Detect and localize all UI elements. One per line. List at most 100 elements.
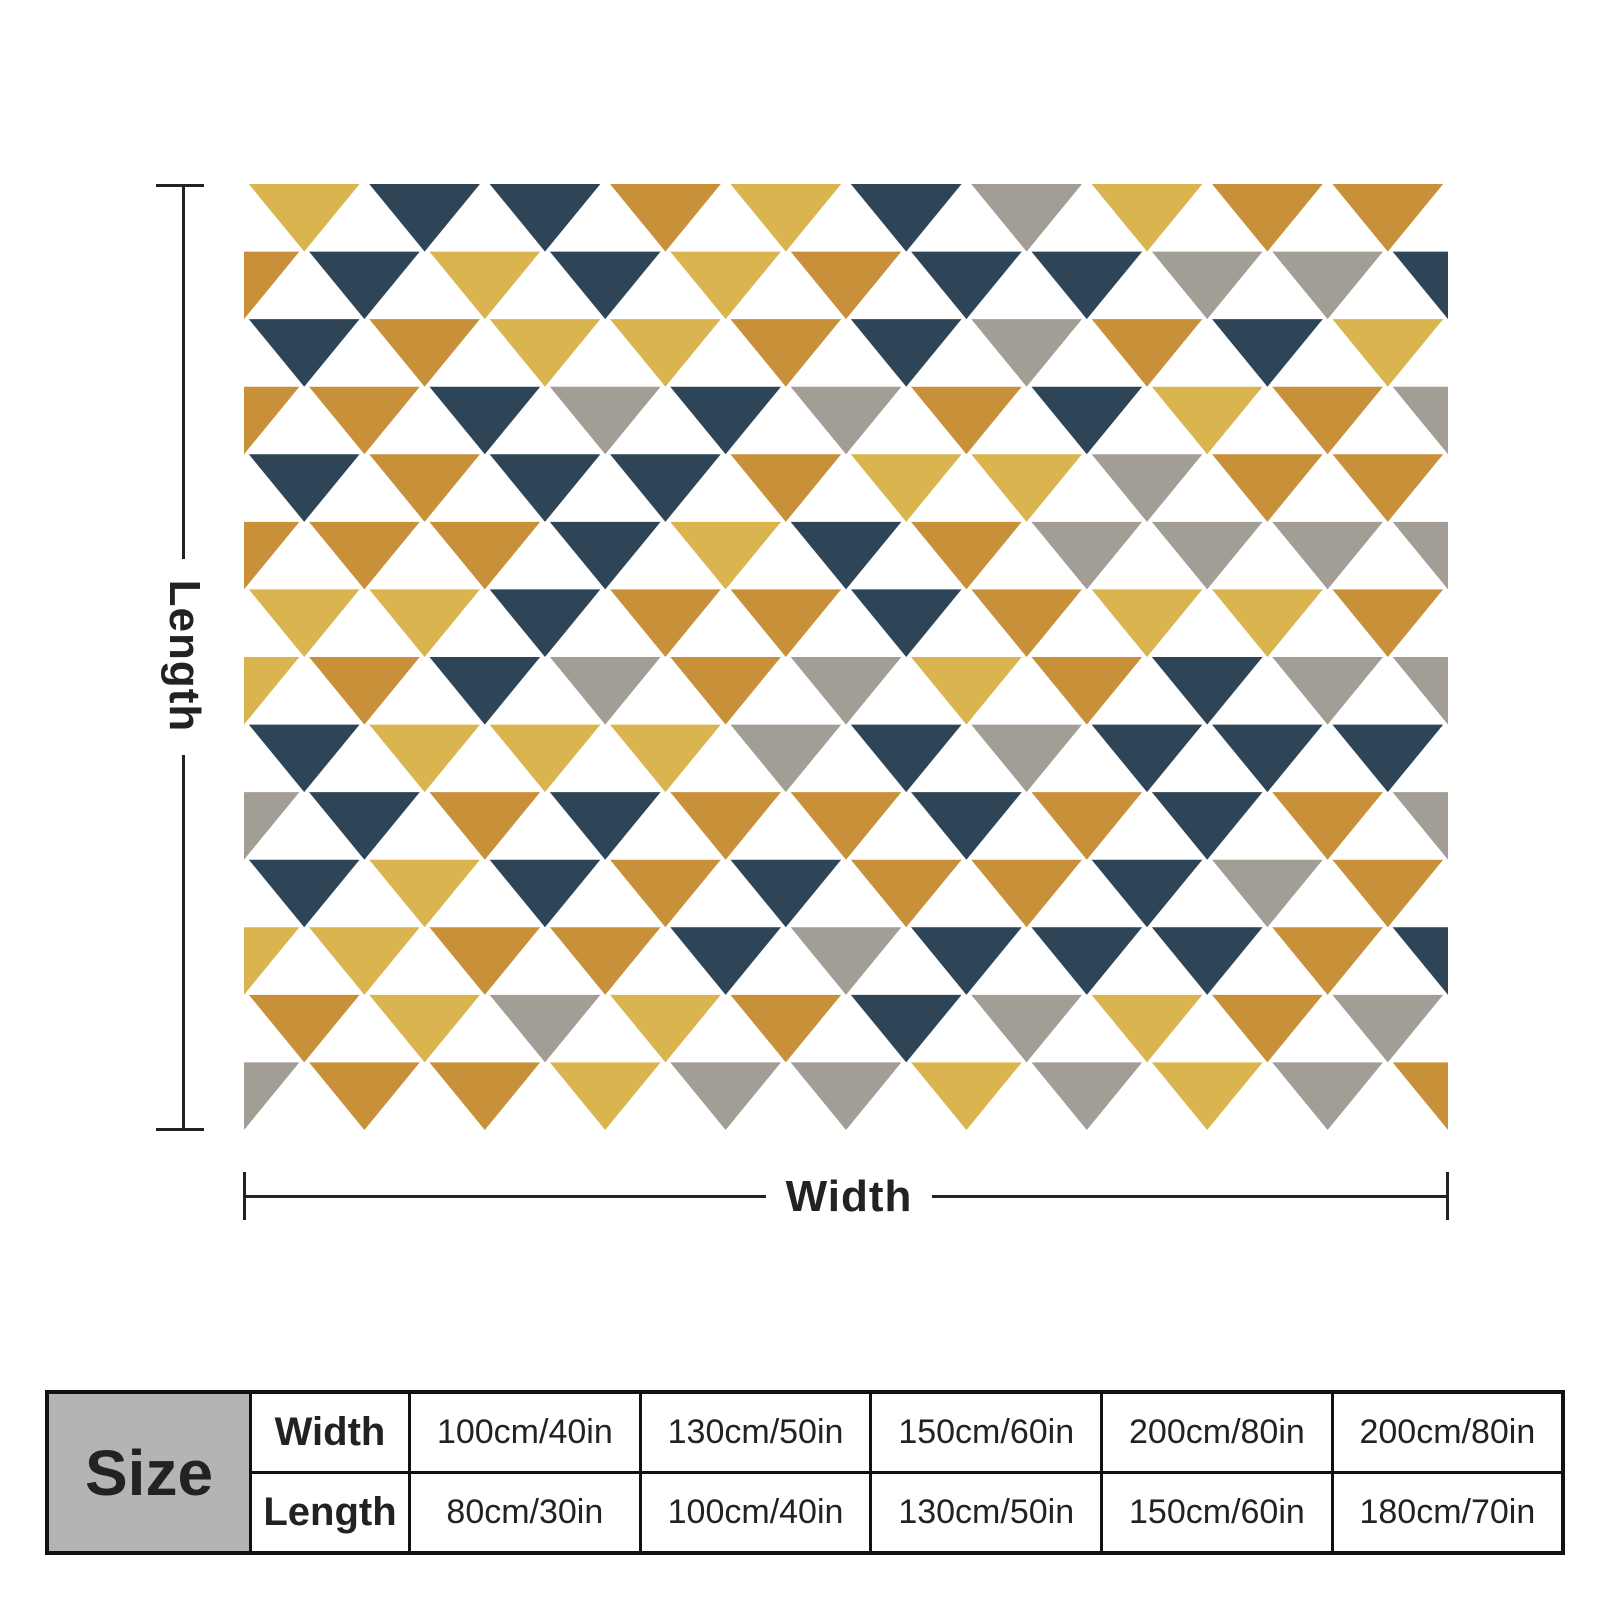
pattern-triangle (1272, 792, 1383, 860)
pattern-triangle (850, 859, 962, 928)
length-label: Length (160, 579, 209, 733)
pattern-triangle (911, 386, 1022, 455)
pattern-triangle (850, 589, 962, 657)
pattern-triangle (1332, 589, 1444, 657)
pattern-triangle (248, 589, 360, 657)
pattern-triangle (1212, 589, 1323, 657)
table-row-width: Size Width 100cm/40in 130cm/50in 150cm/6… (45, 1390, 1565, 1555)
pattern-triangle (730, 994, 842, 1063)
pattern-triangle (1091, 184, 1203, 252)
pattern-triangle (850, 319, 962, 387)
pattern-triangle (248, 724, 360, 793)
pattern-triangle (1031, 521, 1143, 590)
pattern-triangle (610, 859, 721, 928)
width-line-right (932, 1195, 1448, 1198)
pattern-triangle (850, 994, 962, 1063)
pattern-triangle (1272, 927, 1383, 995)
blanket-pattern-image (244, 184, 1448, 1130)
length-bottom-cap (156, 1128, 204, 1131)
table-cell: 100cm/40in (638, 1471, 873, 1555)
pattern-triangle (1151, 1062, 1263, 1130)
table-row-length: Length 80cm/30in 100cm/40in 130cm/50in 1… (47, 1471, 1565, 1555)
pattern-triangle (790, 927, 902, 995)
pattern-triangle (1151, 927, 1263, 995)
pattern-triangle (790, 521, 902, 590)
pattern-triangle (1332, 724, 1444, 793)
pattern-triangle (1031, 1062, 1143, 1130)
pattern-triangle (429, 521, 541, 590)
pattern-triangle (248, 454, 360, 522)
pattern-triangle (309, 792, 420, 860)
pattern-triangle (244, 927, 300, 995)
pattern-triangle (850, 184, 962, 252)
pattern-triangle (730, 319, 842, 387)
pattern-triangle (549, 657, 661, 725)
pattern-triangle (549, 1062, 661, 1130)
pattern-triangle (1272, 521, 1383, 590)
pattern-triangle (369, 589, 480, 657)
pattern-triangle (309, 521, 420, 590)
pattern-triangle (369, 319, 480, 387)
pattern-triangle (549, 386, 661, 455)
table-cell: 150cm/60in (869, 1390, 1104, 1474)
pattern-triangle (911, 792, 1022, 860)
pattern-triangle (670, 1062, 781, 1130)
pattern-triangle (911, 657, 1022, 725)
pattern-triangle (489, 184, 601, 252)
pattern-triangle (369, 184, 480, 252)
pattern-triangle (1151, 521, 1263, 590)
table-cell: 130cm/50in (638, 1390, 873, 1474)
pattern-triangle (429, 1062, 541, 1130)
pattern-triangle (1332, 184, 1444, 252)
pattern-triangle (1332, 994, 1444, 1063)
pattern-triangle (489, 319, 601, 387)
table-cell: 150cm/60in (1100, 1471, 1334, 1555)
pattern-triangle (489, 994, 601, 1063)
pattern-triangle (971, 589, 1082, 657)
pattern-triangle (1392, 657, 1448, 725)
pattern-triangle (790, 251, 902, 320)
pattern-triangle (244, 657, 300, 725)
size-header: Size (45, 1390, 252, 1555)
pattern-triangle (244, 792, 300, 860)
pattern-triangle (1212, 859, 1323, 928)
pattern-triangle (610, 589, 721, 657)
pattern-triangle (1332, 319, 1444, 387)
pattern-triangle (489, 454, 601, 522)
pattern-triangle (1392, 386, 1448, 455)
pattern-triangle (429, 657, 541, 725)
pattern-triangle (610, 184, 721, 252)
pattern-triangle (790, 657, 902, 725)
pattern-triangle (610, 994, 721, 1063)
pattern-triangle (549, 927, 661, 995)
table-cell: 80cm/30in (408, 1471, 642, 1555)
pattern-triangle (549, 792, 661, 860)
row-label-width: Width (249, 1390, 411, 1474)
pattern-triangle (670, 521, 781, 590)
pattern-triangle (309, 386, 420, 455)
pattern-triangle (1272, 386, 1383, 455)
pattern-triangle (971, 859, 1082, 928)
pattern-triangle (248, 184, 360, 252)
pattern-triangle (369, 724, 480, 793)
pattern-triangle (429, 386, 541, 455)
pattern-triangle (1091, 454, 1203, 522)
pattern-triangle (1031, 927, 1143, 995)
pattern-triangle (429, 251, 541, 320)
pattern-triangle (1212, 994, 1323, 1063)
pattern-triangle (670, 927, 781, 995)
pattern-triangle (911, 251, 1022, 320)
pattern-triangle (1151, 792, 1263, 860)
pattern-triangle (369, 454, 480, 522)
pattern-triangle (1332, 454, 1444, 522)
pattern-triangle (1212, 319, 1323, 387)
length-top-cap (156, 184, 204, 187)
pattern-triangle (1212, 184, 1323, 252)
table-cell: 100cm/40in (408, 1390, 642, 1474)
pattern-triangle (1151, 251, 1263, 320)
pattern-triangle (971, 994, 1082, 1063)
pattern-triangle (670, 657, 781, 725)
pattern-triangle (1392, 792, 1448, 860)
pattern-triangle (730, 454, 842, 522)
pattern-triangle (971, 454, 1082, 522)
